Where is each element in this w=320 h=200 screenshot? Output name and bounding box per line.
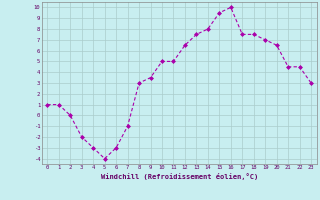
X-axis label: Windchill (Refroidissement éolien,°C): Windchill (Refroidissement éolien,°C) <box>100 173 258 180</box>
